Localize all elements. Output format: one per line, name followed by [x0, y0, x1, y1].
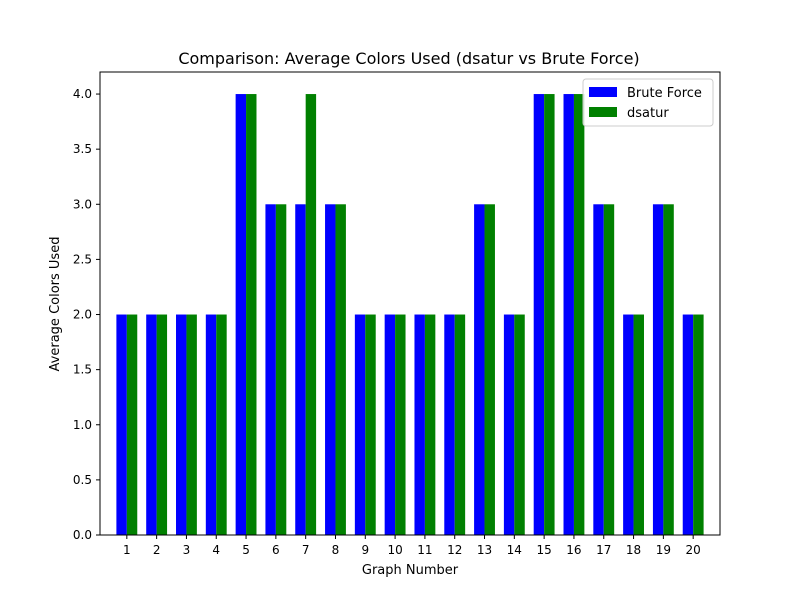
x-tick-label-5: 5	[242, 543, 250, 557]
bar-dsatur-12	[454, 314, 466, 535]
x-tick-label-19: 19	[656, 543, 671, 557]
bar-brute-force-16	[563, 94, 574, 536]
bar-brute-force-11	[414, 314, 425, 535]
x-tick-label-1: 1	[123, 543, 131, 557]
bar-dsatur-8	[335, 204, 346, 536]
x-axis-label: Graph Number	[362, 563, 459, 578]
bar-brute-force-18	[623, 314, 634, 535]
y-tick-label-1.5: 1.5	[73, 363, 92, 377]
x-tick-label-20: 20	[686, 543, 701, 557]
bar-dsatur-13	[484, 204, 495, 536]
x-tick-label-4: 4	[212, 543, 220, 557]
x-tick-label-8: 8	[332, 543, 340, 557]
bar-brute-force-4	[205, 314, 217, 535]
bar-brute-force-17	[593, 204, 604, 536]
legend-swatch-dsatur	[589, 107, 617, 117]
bar-dsatur-6	[275, 204, 287, 536]
bar-brute-force-10	[384, 314, 396, 535]
y-tick-label-3.5: 3.5	[73, 142, 92, 156]
y-tick-label-3.0: 3.0	[73, 197, 92, 211]
bar-brute-force-2	[146, 314, 157, 535]
y-tick-label-0.0: 0.0	[73, 528, 92, 542]
x-tick-label-17: 17	[596, 543, 611, 557]
plot-frame	[99, 71, 721, 536]
bar-dsatur-1	[126, 314, 138, 535]
x-tick-label-3: 3	[183, 543, 191, 557]
x-tick-label-7: 7	[302, 543, 310, 557]
bar-dsatur-14	[514, 314, 525, 535]
legend: Brute Force dsatur	[582, 78, 714, 127]
bar-brute-force-19	[652, 204, 664, 536]
bar-dsatur-9	[365, 314, 376, 535]
bar-brute-force-9	[354, 314, 366, 535]
bar-dsatur-5	[246, 94, 257, 536]
bar-brute-force-14	[503, 314, 515, 535]
y-tick-label-2.5: 2.5	[73, 252, 92, 266]
legend-label-brute-force: Brute Force	[627, 86, 702, 101]
bar-dsatur-15	[544, 94, 555, 536]
x-tick-label-15: 15	[536, 543, 551, 557]
bar-dsatur-17	[603, 204, 615, 536]
y-tick-label-0.5: 0.5	[73, 473, 92, 487]
bar-brute-force-13	[474, 204, 485, 536]
x-tick-label-14: 14	[507, 543, 522, 557]
x-tick-label-18: 18	[626, 543, 641, 557]
x-tick-label-2: 2	[153, 543, 161, 557]
bar-dsatur-10	[395, 314, 406, 535]
bar-dsatur-7	[305, 94, 317, 536]
bar-dsatur-18	[633, 314, 644, 535]
bar-dsatur-3	[186, 314, 197, 535]
x-tick-label-16: 16	[566, 543, 581, 557]
bar-brute-force-20	[682, 314, 694, 535]
x-tick-label-13: 13	[477, 543, 492, 557]
bar-brute-force-1	[116, 314, 127, 535]
x-tick-label-10: 10	[387, 543, 402, 557]
y-tick-label-2.0: 2.0	[73, 308, 92, 322]
y-tick-label-4.0: 4.0	[73, 87, 92, 101]
bar-dsatur-11	[424, 314, 436, 535]
bar-dsatur-4	[216, 314, 227, 535]
x-tick-label-12: 12	[447, 543, 462, 557]
bar-brute-force-5	[235, 94, 247, 536]
bar-brute-force-3	[176, 314, 187, 535]
y-axis-label: Average Colors Used	[48, 237, 63, 372]
bar-dsatur-20	[693, 314, 704, 535]
chart-title: Comparison: Average Colors Used (dsatur …	[178, 49, 639, 68]
bar-brute-force-8	[325, 204, 336, 536]
legend-swatch-brute-force	[589, 87, 617, 97]
bar-dsatur-16	[573, 94, 585, 536]
x-tick-label-9: 9	[361, 543, 369, 557]
bar-brute-force-6	[265, 204, 276, 536]
legend-label-dsatur: dsatur	[627, 106, 669, 121]
bar-brute-force-12	[444, 314, 455, 535]
plot-area: 1 2 3 4 5 6 7 8 9 10 11 12 13 14 15 16 17 18 19 200.00.51.0…	[73, 71, 721, 557]
bar-brute-force-7	[295, 204, 306, 536]
bar-dsatur-2	[156, 314, 168, 535]
x-tick-label-11: 11	[417, 543, 432, 557]
y-tick-label-1.0: 1.0	[73, 418, 92, 432]
x-tick-label-6: 6	[272, 543, 280, 557]
bar-brute-force-15	[533, 94, 545, 536]
bar-dsatur-19	[663, 204, 674, 536]
